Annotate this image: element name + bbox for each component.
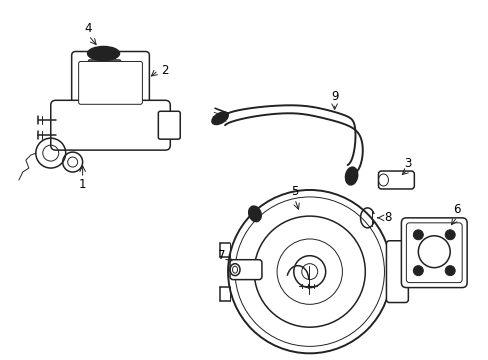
FancyBboxPatch shape [386,241,407,302]
Circle shape [412,266,423,276]
FancyBboxPatch shape [72,51,149,114]
Ellipse shape [407,259,414,264]
FancyBboxPatch shape [79,62,142,104]
FancyBboxPatch shape [401,218,466,288]
Ellipse shape [407,279,414,284]
Ellipse shape [248,206,261,222]
FancyBboxPatch shape [229,260,262,280]
Text: 2: 2 [161,64,169,77]
Text: 7: 7 [218,249,225,262]
Text: 8: 8 [383,211,390,224]
Text: 1: 1 [79,179,86,192]
Text: 3: 3 [403,157,410,170]
FancyBboxPatch shape [51,100,170,150]
Text: 6: 6 [452,203,460,216]
Text: 5: 5 [290,185,298,198]
Circle shape [412,230,423,240]
Ellipse shape [211,112,228,125]
Text: 9: 9 [330,90,338,103]
Circle shape [444,266,454,276]
FancyBboxPatch shape [406,223,461,283]
FancyBboxPatch shape [378,171,413,189]
Circle shape [444,230,454,240]
Text: 4: 4 [85,22,92,35]
Ellipse shape [345,167,357,185]
Ellipse shape [87,46,119,60]
FancyBboxPatch shape [158,111,180,139]
